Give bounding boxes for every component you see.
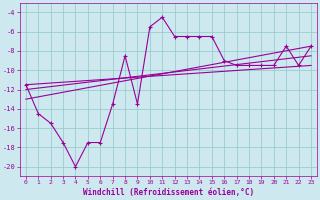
X-axis label: Windchill (Refroidissement éolien,°C): Windchill (Refroidissement éolien,°C): [83, 188, 254, 197]
